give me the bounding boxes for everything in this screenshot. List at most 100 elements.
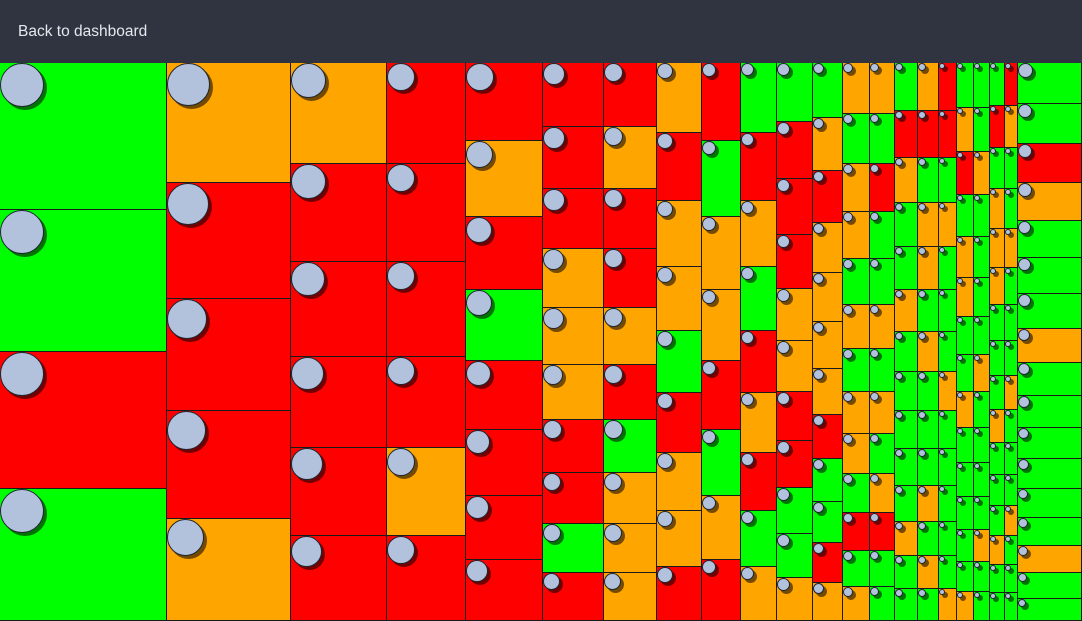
- treemap-tile[interactable]: [167, 299, 291, 411]
- treemap-tile[interactable]: [870, 114, 895, 164]
- treemap-tile[interactable]: [990, 148, 1005, 189]
- treemap-tile[interactable]: [870, 63, 895, 114]
- treemap-tile[interactable]: [813, 415, 843, 459]
- treemap-tile[interactable]: [604, 473, 657, 524]
- treemap-tile[interactable]: [1018, 518, 1082, 546]
- treemap-tile[interactable]: [918, 332, 939, 372]
- treemap-tile[interactable]: [843, 305, 870, 349]
- treemap-tile[interactable]: [702, 430, 741, 496]
- treemap-tile[interactable]: [543, 573, 604, 621]
- treemap-tile[interactable]: [1005, 565, 1018, 593]
- treemap-tile[interactable]: [895, 556, 918, 589]
- treemap-tile[interactable]: [1005, 148, 1018, 189]
- treemap-tile[interactable]: [741, 453, 777, 511]
- treemap-tile[interactable]: [657, 267, 702, 331]
- treemap-tile[interactable]: [895, 372, 918, 411]
- treemap-tile[interactable]: [843, 114, 870, 164]
- treemap-tile[interactable]: [843, 587, 870, 621]
- treemap-tile[interactable]: [657, 567, 702, 621]
- treemap-tile[interactable]: [939, 247, 957, 290]
- treemap-tile[interactable]: [1018, 104, 1082, 144]
- treemap-tile[interactable]: [939, 158, 957, 203]
- treemap-tile[interactable]: [870, 513, 895, 551]
- treemap-tile[interactable]: [702, 141, 741, 217]
- treemap-tile[interactable]: [657, 63, 702, 133]
- treemap-tile[interactable]: [777, 289, 813, 341]
- treemap-tile[interactable]: [939, 449, 957, 486]
- treemap-tile[interactable]: [843, 259, 870, 305]
- treemap-tile[interactable]: [974, 195, 990, 237]
- treemap-tile[interactable]: [1018, 573, 1082, 599]
- treemap-tile[interactable]: [957, 278, 974, 317]
- treemap-tile[interactable]: [741, 393, 777, 453]
- treemap-tile[interactable]: [0, 352, 167, 489]
- treemap-tile[interactable]: [0, 210, 167, 352]
- treemap-tile[interactable]: [957, 428, 974, 463]
- treemap-tile[interactable]: [918, 247, 939, 290]
- treemap-tile[interactable]: [870, 164, 895, 212]
- treemap-tile[interactable]: [974, 428, 990, 463]
- treemap-tile[interactable]: [1018, 294, 1082, 329]
- treemap-tile[interactable]: [939, 522, 957, 556]
- treemap-tile[interactable]: [939, 589, 957, 621]
- treemap-tile[interactable]: [1005, 536, 1018, 565]
- treemap-tile[interactable]: [604, 308, 657, 365]
- treemap-tile[interactable]: [939, 332, 957, 372]
- treemap-tile[interactable]: [957, 355, 974, 392]
- treemap-tile[interactable]: [543, 249, 604, 308]
- treemap-tile[interactable]: [939, 556, 957, 589]
- treemap-tile[interactable]: [895, 449, 918, 486]
- treemap-tile[interactable]: [918, 290, 939, 332]
- treemap-tile[interactable]: [843, 551, 870, 587]
- treemap-tile[interactable]: [974, 63, 990, 108]
- treemap-tile[interactable]: [777, 179, 813, 235]
- treemap-tile[interactable]: [895, 111, 918, 158]
- treemap-tile[interactable]: [974, 278, 990, 317]
- treemap-tile[interactable]: [939, 111, 957, 158]
- treemap-tile[interactable]: [918, 411, 939, 449]
- treemap-tile[interactable]: [291, 357, 387, 448]
- treemap-tile[interactable]: [702, 217, 741, 290]
- treemap-tile[interactable]: [870, 434, 895, 474]
- treemap-tile[interactable]: [167, 63, 291, 183]
- treemap-tile[interactable]: [895, 247, 918, 290]
- treemap-tile[interactable]: [543, 473, 604, 524]
- treemap-tile[interactable]: [466, 290, 543, 361]
- treemap-tile[interactable]: [813, 322, 843, 369]
- treemap-tile[interactable]: [974, 530, 990, 562]
- treemap-tile[interactable]: [291, 262, 387, 357]
- treemap-tile[interactable]: [990, 376, 1005, 410]
- treemap-tile[interactable]: [1005, 189, 1018, 229]
- treemap-tile[interactable]: [1018, 183, 1082, 221]
- treemap-tile[interactable]: [813, 273, 843, 322]
- treemap-tile[interactable]: [543, 63, 604, 127]
- treemap-tile[interactable]: [387, 536, 466, 621]
- treemap-tile[interactable]: [895, 589, 918, 621]
- treemap-tile[interactable]: [167, 183, 291, 299]
- treemap-tile[interactable]: [1018, 329, 1082, 363]
- treemap-tile[interactable]: [543, 524, 604, 573]
- treemap-tile[interactable]: [1005, 106, 1018, 148]
- treemap-tile[interactable]: [777, 122, 813, 179]
- treemap-tile[interactable]: [990, 268, 1005, 305]
- treemap-tile[interactable]: [291, 63, 387, 164]
- treemap-tile[interactable]: [387, 357, 466, 448]
- treemap-tile[interactable]: [939, 290, 957, 332]
- treemap-tile[interactable]: [990, 443, 1005, 475]
- treemap-tile[interactable]: [167, 519, 291, 621]
- treemap-tile[interactable]: [939, 486, 957, 522]
- treemap-tile[interactable]: [466, 560, 543, 621]
- treemap-tile[interactable]: [957, 463, 974, 497]
- treemap-tile[interactable]: [1018, 144, 1082, 183]
- treemap-tile[interactable]: [974, 592, 990, 621]
- treemap-tile[interactable]: [990, 63, 1005, 106]
- treemap-tile[interactable]: [957, 497, 974, 530]
- treemap-tile[interactable]: [813, 171, 843, 223]
- treemap-tile[interactable]: [918, 449, 939, 486]
- treemap-tile[interactable]: [990, 341, 1005, 376]
- treemap-tile[interactable]: [777, 441, 813, 488]
- treemap-tile[interactable]: [974, 562, 990, 592]
- treemap-tile[interactable]: [604, 573, 657, 621]
- treemap-tile[interactable]: [657, 133, 702, 201]
- treemap-tile[interactable]: [777, 534, 813, 578]
